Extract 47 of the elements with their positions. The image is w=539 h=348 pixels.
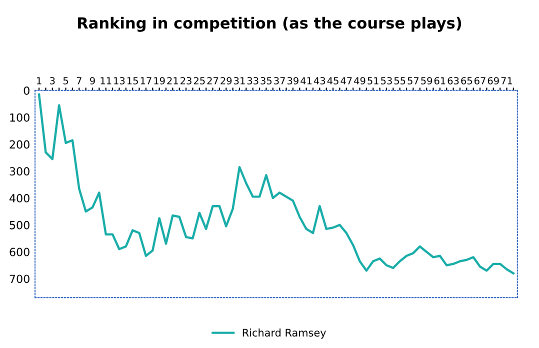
x-tick-label: 15 bbox=[127, 77, 138, 84]
line-series bbox=[38, 93, 515, 274]
chart-title: Ranking in competition (as the course plays) bbox=[78, 16, 462, 32]
x-tick-label: 5 bbox=[63, 77, 68, 84]
x-tick-label: 9 bbox=[90, 77, 95, 84]
y-tick-label: 200 bbox=[10, 140, 30, 149]
x-tick-label: 51 bbox=[368, 77, 378, 84]
x-tick-label: 43 bbox=[314, 77, 326, 84]
legend-label: Richard Ramsey bbox=[242, 328, 326, 339]
x-tick-label: 23 bbox=[180, 77, 192, 84]
x-tick-label: 19 bbox=[154, 77, 165, 84]
x-tick-label: 65 bbox=[461, 77, 472, 84]
x-tick-label: 45 bbox=[327, 77, 338, 84]
x-tick-label: 57 bbox=[408, 77, 419, 84]
x-tick-label: 47 bbox=[340, 77, 352, 84]
x-tick-label: 21 bbox=[167, 77, 178, 84]
x-tick-label: 39 bbox=[287, 77, 298, 84]
y-tick-label: 100 bbox=[10, 113, 30, 122]
x-tick-label: 63 bbox=[448, 77, 459, 84]
x-tick-label: 3 bbox=[50, 77, 55, 84]
x-tick-label: 31 bbox=[234, 77, 245, 84]
x-tick-label: 11 bbox=[100, 77, 112, 84]
x-tick-label: 55 bbox=[394, 77, 406, 84]
x-tick-label: 13 bbox=[114, 77, 125, 84]
y-tick-label: 500 bbox=[10, 220, 30, 230]
x-tick-label: 25 bbox=[194, 77, 205, 84]
y-tick-label: 600 bbox=[10, 248, 30, 256]
x-tick-label: 27 bbox=[207, 77, 218, 84]
x-tick-label: 61 bbox=[434, 77, 446, 84]
x-tick-label: 37 bbox=[274, 77, 285, 84]
x-tick-label: 17 bbox=[140, 77, 152, 84]
x-tick-label: 71 bbox=[501, 77, 512, 84]
x-tick-label: 67 bbox=[474, 77, 486, 84]
x-tick-label: 29 bbox=[220, 77, 232, 84]
x-tick-label: 53 bbox=[381, 77, 392, 84]
x-tick-label: 7 bbox=[76, 77, 82, 84]
y-tick-label: 400 bbox=[10, 194, 30, 202]
y-tick-label: 0 bbox=[24, 86, 30, 95]
x-tick-label: 41 bbox=[300, 77, 312, 84]
x-tick-label: 49 bbox=[354, 77, 366, 84]
y-tick-label: 300 bbox=[10, 167, 30, 176]
x-tick-label: 59 bbox=[421, 77, 432, 84]
x-tick-label: 1 bbox=[37, 77, 42, 84]
y-tick-label: 700 bbox=[10, 274, 30, 284]
x-tick-label: 69 bbox=[488, 77, 499, 84]
x-tick-label: 33 bbox=[247, 77, 258, 84]
x-tick-label: 35 bbox=[260, 77, 272, 84]
